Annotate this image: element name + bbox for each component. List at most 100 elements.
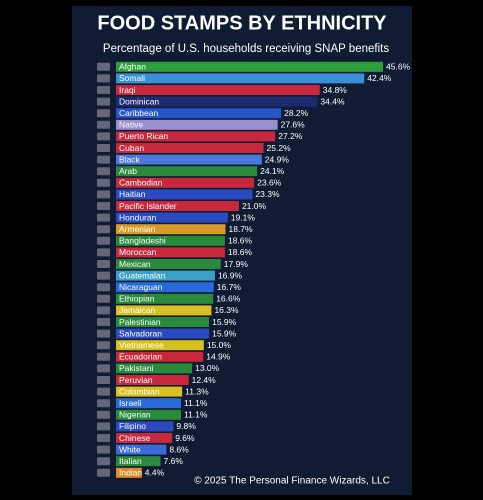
category-label: Israeli <box>119 398 142 408</box>
category-label: Haitian <box>119 189 146 199</box>
category-label: Peruvian <box>119 375 153 385</box>
value-label: 23.6% <box>257 178 282 188</box>
bar <box>116 189 253 200</box>
flag <box>97 468 110 477</box>
category-label: Somali <box>119 73 145 83</box>
bar <box>116 143 264 153</box>
flag <box>97 434 110 442</box>
flag <box>97 225 110 234</box>
bar <box>116 235 225 246</box>
flag <box>97 260 110 268</box>
value-label: 24.9% <box>265 154 290 164</box>
bar <box>116 212 228 223</box>
category-label: Palestinian <box>119 317 161 327</box>
bar <box>116 340 204 351</box>
bar <box>116 96 318 107</box>
category-label: Bangladeshi <box>119 236 166 246</box>
bar <box>116 224 226 235</box>
category-label: Black <box>119 154 141 164</box>
category-label: Ecuadorian <box>119 352 162 362</box>
category-label: Vietnamese <box>119 340 164 350</box>
bar <box>116 317 210 327</box>
value-label: 11.1% <box>184 398 208 408</box>
bar <box>116 421 174 432</box>
category-label: Dominican <box>119 96 159 106</box>
value-label: 8.6% <box>169 444 189 454</box>
category-label: Nicaraguan <box>119 282 163 292</box>
flag <box>97 422 110 431</box>
value-label: 9.8% <box>176 421 196 431</box>
flag <box>97 410 110 419</box>
flag <box>97 352 110 361</box>
category-label: Afghan <box>119 62 146 72</box>
bar <box>116 456 161 467</box>
flag <box>97 294 110 303</box>
flag <box>97 445 110 454</box>
value-label: 11.3% <box>185 386 209 396</box>
flag <box>97 144 110 152</box>
category-label: Filipino <box>119 421 146 431</box>
value-label: 13.0% <box>195 363 220 373</box>
value-label: 16.9% <box>218 270 243 280</box>
category-label: Moroccan <box>119 247 157 257</box>
bar <box>116 177 255 188</box>
bar <box>116 201 239 211</box>
bar <box>116 363 193 374</box>
category-label: Iraqi <box>119 85 136 95</box>
flag <box>97 74 110 83</box>
value-label: 42.4% <box>367 73 392 83</box>
bar <box>116 270 215 281</box>
value-label: 16.7% <box>217 282 242 292</box>
flag <box>97 120 110 129</box>
bar <box>116 85 320 95</box>
flag <box>97 202 110 210</box>
bar <box>116 328 210 339</box>
bar <box>116 409 181 420</box>
category-label: Indian <box>119 468 142 478</box>
flag <box>97 399 110 408</box>
category-label: Cambodian <box>119 178 163 188</box>
value-label: 21.0% <box>242 201 267 211</box>
flag <box>97 318 110 326</box>
value-label: 34.8% <box>323 85 348 95</box>
bar <box>116 293 214 304</box>
value-label: 15.9% <box>212 317 237 327</box>
bar <box>116 444 167 455</box>
category-label: Jamaican <box>119 305 156 315</box>
chart-title: FOOD STAMPS BY ETHNICITY <box>97 12 387 34</box>
chart-subtitle: Percentage of U.S. households receiving … <box>103 43 389 55</box>
flag <box>97 236 110 245</box>
flag <box>97 306 110 315</box>
value-label: 19.1% <box>231 212 256 222</box>
category-label: Salvadoran <box>119 328 162 338</box>
flag <box>97 364 110 373</box>
value-label: 24.1% <box>260 166 285 176</box>
flag <box>97 155 110 164</box>
bar <box>116 386 183 397</box>
flag <box>97 248 110 257</box>
bar <box>116 467 142 478</box>
category-label: Armenian <box>119 224 156 234</box>
category-label: Ethiopian <box>119 294 155 304</box>
bar <box>116 119 278 130</box>
bar <box>116 433 173 443</box>
bar <box>116 398 181 409</box>
bar <box>116 282 214 293</box>
value-label: 23.3% <box>255 189 280 199</box>
category-label: Honduran <box>119 212 157 222</box>
value-label: 18.6% <box>228 236 253 246</box>
value-label: 45.6% <box>386 62 411 72</box>
bar <box>116 247 225 258</box>
value-label: 16.6% <box>216 294 241 304</box>
category-label: Puerto Rican <box>119 131 168 141</box>
flag <box>97 457 110 466</box>
category-label: Nigerian <box>119 410 151 420</box>
flag <box>97 62 110 71</box>
value-label: 12.4% <box>192 375 217 385</box>
value-label: 18.6% <box>228 247 253 257</box>
bar <box>116 259 221 269</box>
value-label: 27.6% <box>281 120 306 130</box>
category-label: Guatemalan <box>119 270 166 280</box>
